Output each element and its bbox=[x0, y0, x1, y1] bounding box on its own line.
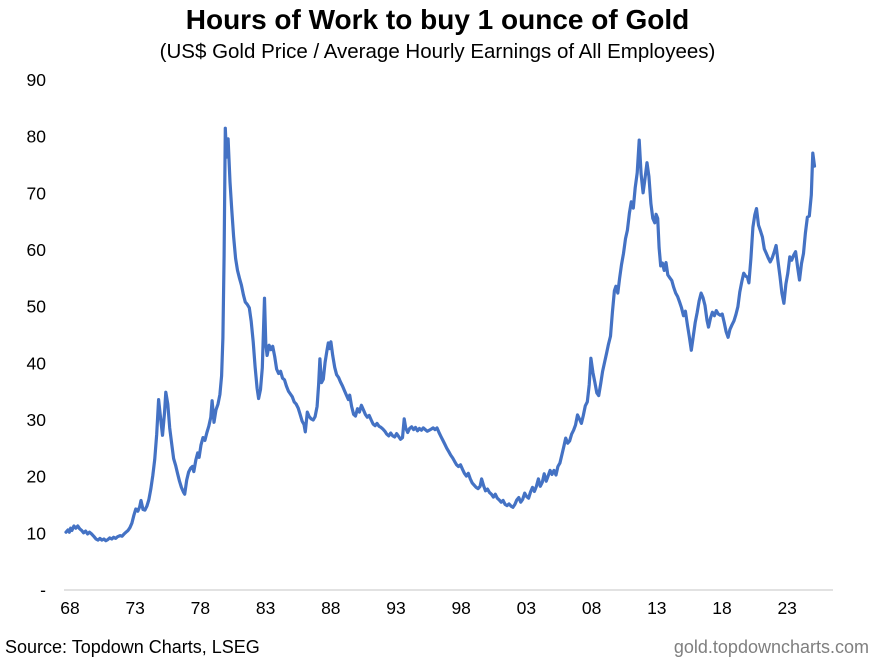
gold-hours-line bbox=[64, 126, 817, 543]
x-tick-label: 23 bbox=[777, 598, 796, 618]
x-tick-label: 78 bbox=[191, 598, 210, 618]
x-tick-label: 18 bbox=[712, 598, 731, 618]
watermark-link: gold.topdowncharts.com bbox=[673, 637, 869, 657]
x-tick-label: 93 bbox=[386, 598, 405, 618]
y-tick-label: 10 bbox=[27, 523, 47, 543]
y-tick-label: 80 bbox=[27, 127, 47, 147]
chart-footer: Source: Topdown Charts, LSEG gold.topdow… bbox=[0, 634, 875, 658]
x-tick-label: 88 bbox=[321, 598, 340, 618]
chart-title: Hours of Work to buy 1 ounce of Gold bbox=[185, 4, 690, 35]
x-tick-label: 13 bbox=[647, 598, 666, 618]
y-tick-label: 90 bbox=[27, 70, 47, 90]
y-tick-label: 60 bbox=[27, 240, 47, 260]
y-tick-label: 40 bbox=[27, 353, 47, 373]
y-tick-label: 50 bbox=[27, 297, 47, 317]
x-tick-label: 83 bbox=[256, 598, 275, 618]
y-tick-label: 70 bbox=[27, 183, 47, 203]
x-tick-label: 68 bbox=[60, 598, 79, 618]
y-tick-label: - bbox=[40, 580, 46, 600]
y-tick-label: 30 bbox=[27, 410, 47, 430]
x-tick-label: 03 bbox=[517, 598, 536, 618]
x-tick-label: 98 bbox=[451, 598, 470, 618]
x-tick-label: 08 bbox=[582, 598, 601, 618]
source-note: Source: Topdown Charts, LSEG bbox=[5, 637, 260, 657]
x-tick-label: 73 bbox=[125, 598, 144, 618]
chart-subtitle: (US$ Gold Price / Average Hourly Earning… bbox=[159, 40, 716, 63]
y-tick-label: 20 bbox=[27, 467, 47, 487]
